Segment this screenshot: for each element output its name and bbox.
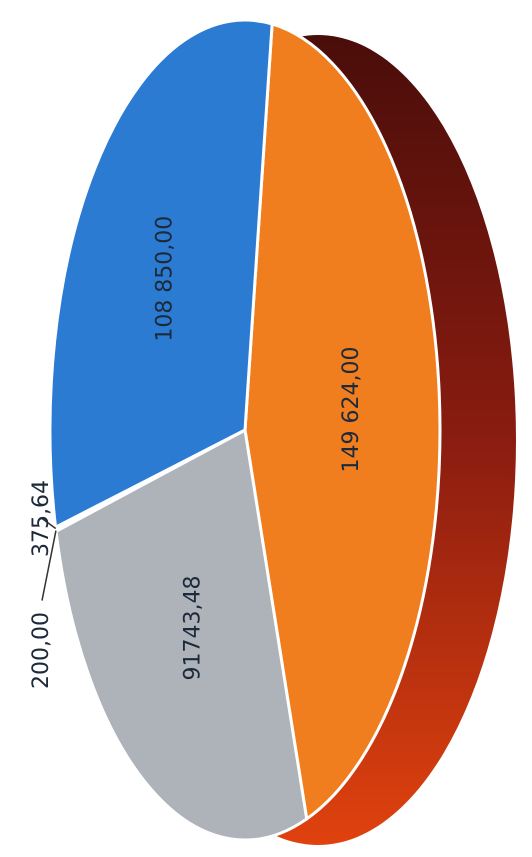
data-label: 91743,48 — [181, 575, 206, 680]
leader-line — [41, 517, 57, 530]
data-label: 200,00 — [29, 612, 54, 689]
pie-slice — [243, 22, 442, 822]
pie-slice — [54, 427, 309, 842]
data-label: 108 850,00 — [152, 216, 177, 342]
data-label: 375,64 — [29, 480, 54, 557]
pie-slice — [48, 18, 274, 530]
leader-line — [41, 530, 57, 601]
data-label: 149 624,00 — [339, 346, 364, 472]
slices — [48, 18, 442, 842]
labels: 149 624,00 91743,48 200,00 375,64 108 850,00 — [29, 216, 364, 689]
